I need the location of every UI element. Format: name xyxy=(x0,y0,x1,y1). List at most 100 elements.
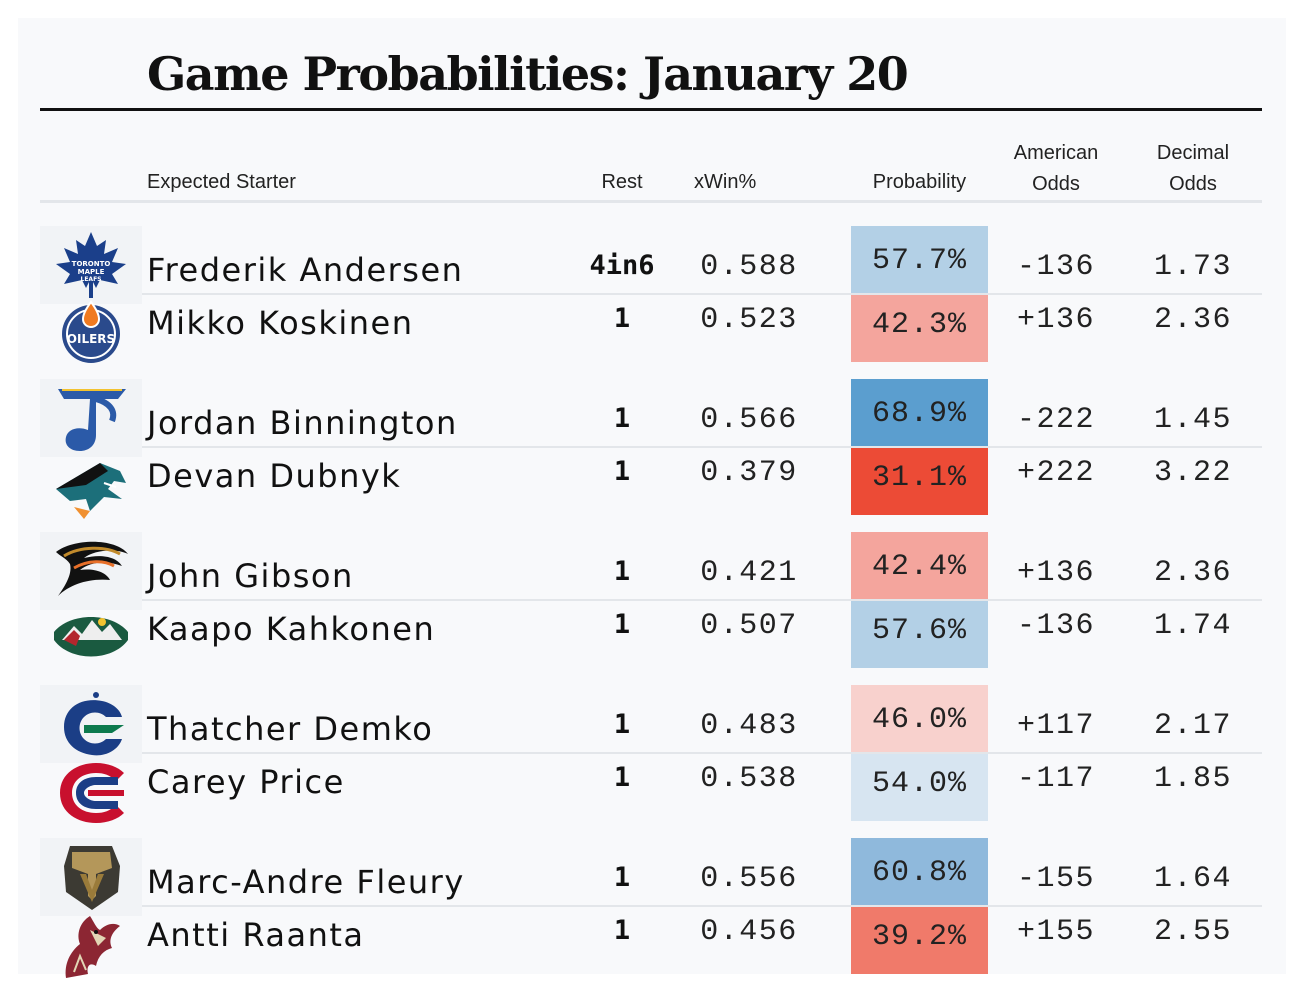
probability-value: 42.3% xyxy=(871,308,967,342)
header-american-line1: American xyxy=(1013,142,1099,164)
minnesota-wild-logo-icon xyxy=(54,617,128,657)
st-louis-blues-logo-icon xyxy=(58,389,126,451)
vancouver-canucks-logo-icon xyxy=(64,692,124,756)
svg-text:OILERS: OILERS xyxy=(67,332,115,346)
starter-name: Frederik Andersen xyxy=(147,251,464,289)
header-decimal-odds: Decimal Odds xyxy=(1133,138,1253,200)
xwin-value: 0.456 xyxy=(700,915,798,949)
starter-name: Mikko Koskinen xyxy=(147,304,414,342)
decimal-odds-value: 1.74 xyxy=(1153,609,1232,643)
probability-cell xyxy=(851,226,988,293)
decimal-odds-value: 2.17 xyxy=(1153,709,1232,743)
arizona-coyotes-logo-icon xyxy=(65,916,120,978)
probability-value: 60.8% xyxy=(871,856,967,890)
header-rest: Rest xyxy=(601,171,643,193)
row-divider xyxy=(142,446,1262,448)
xwin-value: 0.507 xyxy=(700,609,798,643)
starter-name: Thatcher Demko xyxy=(147,710,434,748)
vegas-golden-knights-logo-icon xyxy=(64,846,120,910)
table-panel xyxy=(18,18,1286,974)
decimal-odds-value: 2.36 xyxy=(1153,303,1232,337)
probability-value: 31.1% xyxy=(871,461,967,495)
xwin-value: 0.556 xyxy=(700,862,798,896)
american-odds-value: -136 xyxy=(1016,609,1095,643)
xwin-value: 0.566 xyxy=(700,403,798,437)
starter-name: Marc-Andre Fleury xyxy=(147,863,465,901)
probability-value: 46.0% xyxy=(871,703,967,737)
header-american-line2: Odds xyxy=(1032,173,1080,195)
probability-cell xyxy=(851,601,988,668)
american-odds-value: -155 xyxy=(1016,862,1095,896)
rest-value: 1 xyxy=(613,709,631,740)
starter-name: Devan Dubnyk xyxy=(147,457,402,495)
starter-name: John Gibson xyxy=(147,557,354,595)
header-american-odds: American Odds xyxy=(996,138,1116,200)
probability-cell xyxy=(851,379,988,446)
header-xwin: xWin% xyxy=(694,171,757,193)
starter-name: Carey Price xyxy=(147,763,345,801)
xwin-value: 0.523 xyxy=(700,303,798,337)
rest-value: 1 xyxy=(613,556,631,587)
probability-cell xyxy=(851,685,988,752)
svg-text:LEAFS: LEAFS xyxy=(81,276,102,283)
probability-cell xyxy=(851,838,988,905)
header-probability: Probability xyxy=(872,171,967,193)
header-decimal-line2: Odds xyxy=(1169,173,1217,195)
header-expected-starter: Expected Starter xyxy=(147,171,296,193)
decimal-odds-value: 3.22 xyxy=(1153,456,1232,490)
starter-name: Jordan Binnington xyxy=(147,404,458,442)
probability-cell xyxy=(851,754,988,821)
american-odds-value: +136 xyxy=(1016,556,1095,590)
american-odds-value: -222 xyxy=(1016,403,1095,437)
toronto-maple-leafs-logo-icon: TORONTO MAPLE LEAFS xyxy=(56,232,126,298)
xwin-value: 0.379 xyxy=(700,456,798,490)
probability-cell xyxy=(851,532,988,599)
xwin-value: 0.483 xyxy=(700,709,798,743)
svg-text:MAPLE: MAPLE xyxy=(78,268,105,276)
decimal-odds-value: 2.55 xyxy=(1153,915,1232,949)
row-divider xyxy=(142,293,1262,295)
decimal-odds-value: 1.73 xyxy=(1153,250,1232,284)
starter-name: Kaapo Kahkonen xyxy=(147,610,436,648)
row-divider xyxy=(142,752,1262,754)
rest-value: 4in6 xyxy=(589,250,655,281)
row-divider xyxy=(142,905,1262,907)
svg-text:TORONTO: TORONTO xyxy=(72,260,111,268)
probability-cell xyxy=(851,907,988,974)
rest-value: 1 xyxy=(613,456,631,487)
xwin-value: 0.588 xyxy=(700,250,798,284)
xwin-value: 0.421 xyxy=(700,556,798,590)
probability-value: 57.6% xyxy=(871,614,967,648)
american-odds-value: +155 xyxy=(1016,915,1095,949)
probability-value: 39.2% xyxy=(871,920,967,954)
rest-value: 1 xyxy=(613,862,631,893)
probability-value: 54.0% xyxy=(871,767,967,801)
decimal-odds-value: 1.64 xyxy=(1153,862,1232,896)
rest-value: 1 xyxy=(613,762,631,793)
american-odds-value: +117 xyxy=(1016,709,1095,743)
decimal-odds-value: 1.45 xyxy=(1153,403,1232,437)
american-odds-value: -117 xyxy=(1016,762,1095,796)
title-divider xyxy=(40,108,1262,111)
san-jose-sharks-logo-icon xyxy=(56,463,126,519)
decimal-odds-value: 1.85 xyxy=(1153,762,1232,796)
row-divider xyxy=(142,599,1262,601)
rest-value: 1 xyxy=(613,403,631,434)
edmonton-oilers-logo-icon: OILERS xyxy=(62,300,120,363)
header-divider xyxy=(40,200,1262,203)
probability-value: 42.4% xyxy=(871,550,967,584)
montreal-canadiens-logo-icon xyxy=(60,763,124,823)
probability-cell xyxy=(851,295,988,362)
rest-value: 1 xyxy=(613,915,631,946)
starter-name: Antti Raanta xyxy=(147,916,365,954)
xwin-value: 0.538 xyxy=(700,762,798,796)
american-odds-value: -136 xyxy=(1016,250,1095,284)
rest-value: 1 xyxy=(613,609,631,640)
probability-value: 57.7% xyxy=(871,244,967,278)
probability-value: 68.9% xyxy=(871,397,967,431)
probability-cell xyxy=(851,448,988,515)
anaheim-ducks-logo-icon xyxy=(56,541,128,596)
decimal-odds-value: 2.36 xyxy=(1153,556,1232,590)
page-title: Game Probabilities: January 20 xyxy=(147,47,909,101)
american-odds-value: +136 xyxy=(1016,303,1095,337)
